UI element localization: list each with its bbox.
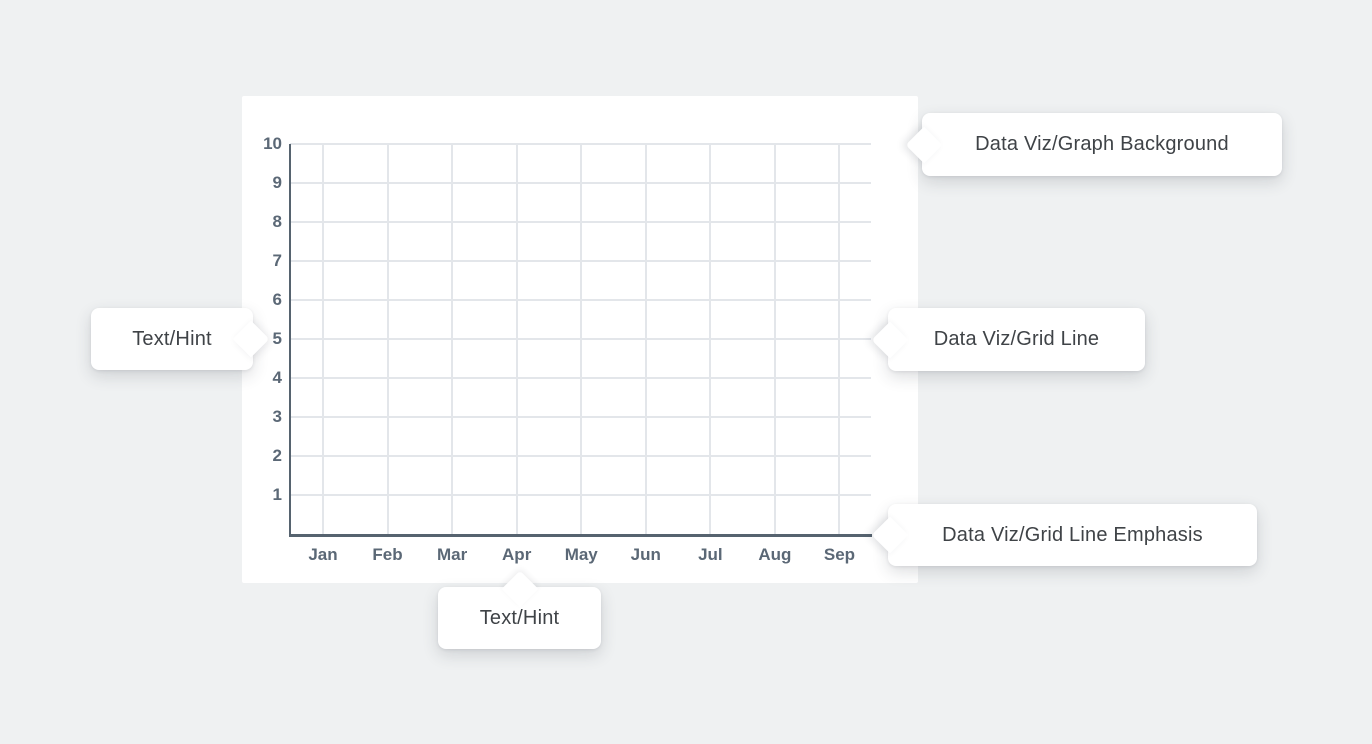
callout-label: Data Viz/Grid Line bbox=[933, 328, 1100, 350]
callout-label: Data Viz/Grid Line Emphasis bbox=[942, 523, 1203, 546]
plot-area: 10 9 8 7 6 5 4 3 2 1 Jan Feb Mar Apr May Jun Jul Aug Sep bbox=[263, 134, 872, 564]
x-tick-label: Jan bbox=[308, 545, 338, 564]
grid-line-horizontal bbox=[290, 416, 871, 418]
grid-line-horizontal bbox=[290, 221, 871, 223]
grid-line-horizontal bbox=[290, 494, 871, 496]
callout-label: Data Viz/Graph Background bbox=[975, 133, 1229, 155]
y-tick-label: 6 bbox=[272, 290, 282, 309]
grid-line-horizontal bbox=[290, 338, 871, 340]
grid-line-horizontal bbox=[290, 377, 871, 379]
y-tick-label: 1 bbox=[272, 485, 282, 504]
grid-line-horizontal bbox=[290, 299, 871, 301]
x-tick-label: Apr bbox=[502, 545, 532, 564]
callout-label: Text/Hint bbox=[132, 327, 212, 350]
grid-line-horizontal bbox=[290, 143, 871, 145]
x-tick-label: Feb bbox=[372, 545, 403, 564]
y-axis-line-emphasis bbox=[288, 144, 291, 536]
x-axis-line-emphasis bbox=[288, 534, 872, 537]
y-tick-label: 10 bbox=[263, 134, 282, 153]
y-tick-label: 4 bbox=[272, 368, 282, 387]
x-tick-label: Aug bbox=[758, 545, 792, 564]
callout-text-hint-x-axis: Text/Hint bbox=[438, 570, 601, 649]
y-tick-label: 2 bbox=[272, 446, 282, 465]
y-tick-label: 5 bbox=[272, 329, 282, 348]
x-tick-label: Mar bbox=[436, 545, 468, 564]
x-tick-label: Jun bbox=[630, 545, 661, 564]
y-tick-label: 3 bbox=[272, 407, 282, 426]
y-tick-label: 7 bbox=[272, 251, 282, 270]
grid-line-horizontal bbox=[290, 260, 871, 262]
callout-label: Text/Hint bbox=[479, 606, 560, 629]
callout-text-hint-y-axis: Text/Hint bbox=[91, 308, 270, 370]
grid-line-horizontal bbox=[290, 455, 871, 457]
grid-line-horizontal bbox=[290, 182, 871, 184]
x-tick-label: Jul bbox=[698, 545, 723, 564]
x-tick-label: May bbox=[564, 545, 598, 564]
x-tick-label: Sep bbox=[823, 545, 856, 564]
callout-graph-background: Data Viz/Graph Background bbox=[905, 113, 1282, 176]
callout-grid-line-emphasis: Data Viz/Grid Line Emphasis bbox=[871, 504, 1257, 566]
callout-grid-line: Data Viz/Grid Line bbox=[871, 308, 1145, 371]
chart-card: 10 9 8 7 6 5 4 3 2 1 Jan Feb Mar Apr May Jun Jul Aug Sep bbox=[242, 96, 918, 583]
y-tick-label: 9 bbox=[272, 173, 282, 192]
y-tick-label: 8 bbox=[272, 212, 282, 231]
